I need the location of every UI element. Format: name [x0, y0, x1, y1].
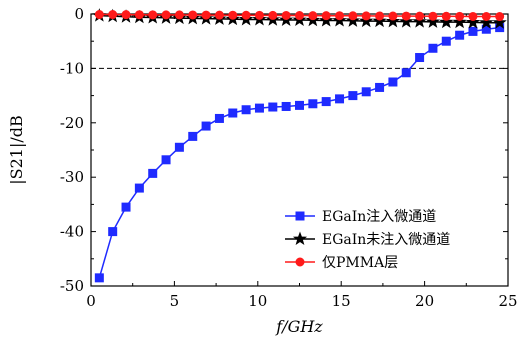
data-point — [481, 12, 491, 22]
series-square — [94, 23, 505, 283]
y-tick-label: -40 — [60, 223, 84, 241]
data-point — [441, 11, 451, 21]
data-point — [375, 82, 385, 92]
legend-item: EGaIn注入微通道 — [285, 209, 436, 225]
x-tick-label: 5 — [170, 292, 180, 310]
series-circle — [94, 10, 505, 22]
y-tick-label: -10 — [60, 59, 84, 77]
legend-marker — [295, 257, 305, 267]
legend-label: 仅PMMA层 — [322, 255, 398, 271]
data-point — [94, 273, 104, 283]
data-point — [385, 13, 400, 28]
data-point — [108, 10, 118, 20]
data-point — [94, 10, 104, 20]
y-axis-title: |S21|/dB — [7, 115, 26, 185]
data-point — [214, 10, 224, 20]
data-point — [412, 14, 427, 28]
data-point — [348, 11, 358, 21]
legend-label: EGaIn注入微通道 — [322, 209, 436, 225]
data-point — [241, 105, 251, 115]
data-point — [401, 11, 411, 21]
data-point — [375, 11, 385, 21]
y-tick-label: -50 — [60, 277, 84, 295]
data-point — [439, 14, 454, 29]
data-point — [452, 14, 467, 29]
data-point — [468, 26, 478, 36]
data-point — [254, 103, 264, 113]
data-point — [201, 121, 211, 131]
x-axis-title: f/GHz — [275, 317, 323, 336]
y-tick-label: -20 — [60, 114, 84, 132]
x-tick-label: 20 — [415, 292, 434, 310]
data-point — [321, 11, 331, 21]
data-point — [268, 102, 278, 112]
data-point — [214, 113, 224, 123]
data-point — [335, 11, 345, 21]
data-point — [361, 11, 371, 21]
data-point — [254, 10, 264, 20]
data-point — [161, 155, 171, 165]
x-tick-label: 0 — [86, 292, 96, 310]
data-point — [121, 202, 131, 212]
data-point — [415, 53, 425, 63]
data-point — [268, 10, 278, 20]
data-point — [148, 10, 158, 20]
legend-label: EGaIn未注入微通道 — [322, 232, 450, 248]
data-point — [201, 10, 211, 20]
data-point — [468, 11, 478, 21]
data-point — [188, 131, 198, 141]
data-point — [174, 10, 184, 20]
data-point — [388, 11, 398, 21]
data-point — [455, 30, 465, 40]
data-point — [361, 87, 371, 97]
data-point — [415, 11, 425, 21]
data-point — [174, 142, 184, 152]
data-point — [372, 13, 387, 28]
legend-item: EGaIn未注入微通道 — [285, 231, 450, 248]
data-point — [465, 14, 481, 29]
legend-item: 仅PMMA层 — [285, 255, 398, 271]
data-point — [295, 100, 304, 110]
data-point — [479, 15, 494, 29]
data-point — [321, 97, 331, 107]
data-point — [348, 91, 358, 101]
data-point — [455, 11, 465, 21]
data-point — [281, 101, 291, 111]
y-tick-label: -30 — [60, 168, 84, 186]
data-point — [308, 99, 318, 109]
legend-marker — [292, 231, 308, 246]
data-point — [388, 77, 398, 87]
data-point — [148, 168, 158, 178]
data-point — [401, 68, 411, 78]
x-tick-label: 15 — [332, 292, 351, 310]
data-point — [495, 12, 505, 22]
data-point — [295, 11, 304, 21]
data-point — [359, 13, 374, 28]
data-point — [134, 10, 144, 20]
legend-marker — [295, 211, 305, 221]
data-point — [399, 14, 414, 28]
data-point — [425, 14, 441, 28]
x-tick-label: 25 — [498, 292, 517, 310]
y-axis: 0 -10 -20 -30 -40 -50 — [60, 5, 508, 295]
data-point — [161, 10, 171, 20]
data-point — [335, 94, 345, 104]
data-point — [441, 36, 451, 46]
data-point — [281, 10, 291, 20]
data-point — [228, 10, 238, 20]
data-point — [241, 10, 251, 20]
data-point — [134, 183, 144, 193]
data-point — [121, 10, 131, 20]
y-tick-label: 0 — [74, 5, 84, 23]
data-point — [188, 10, 198, 20]
x-tick-label: 10 — [248, 292, 267, 310]
data-point — [108, 227, 118, 237]
data-point — [428, 11, 438, 21]
data-point — [428, 43, 438, 53]
data-point — [228, 108, 238, 118]
data-point — [308, 11, 318, 21]
data-point — [492, 15, 507, 29]
